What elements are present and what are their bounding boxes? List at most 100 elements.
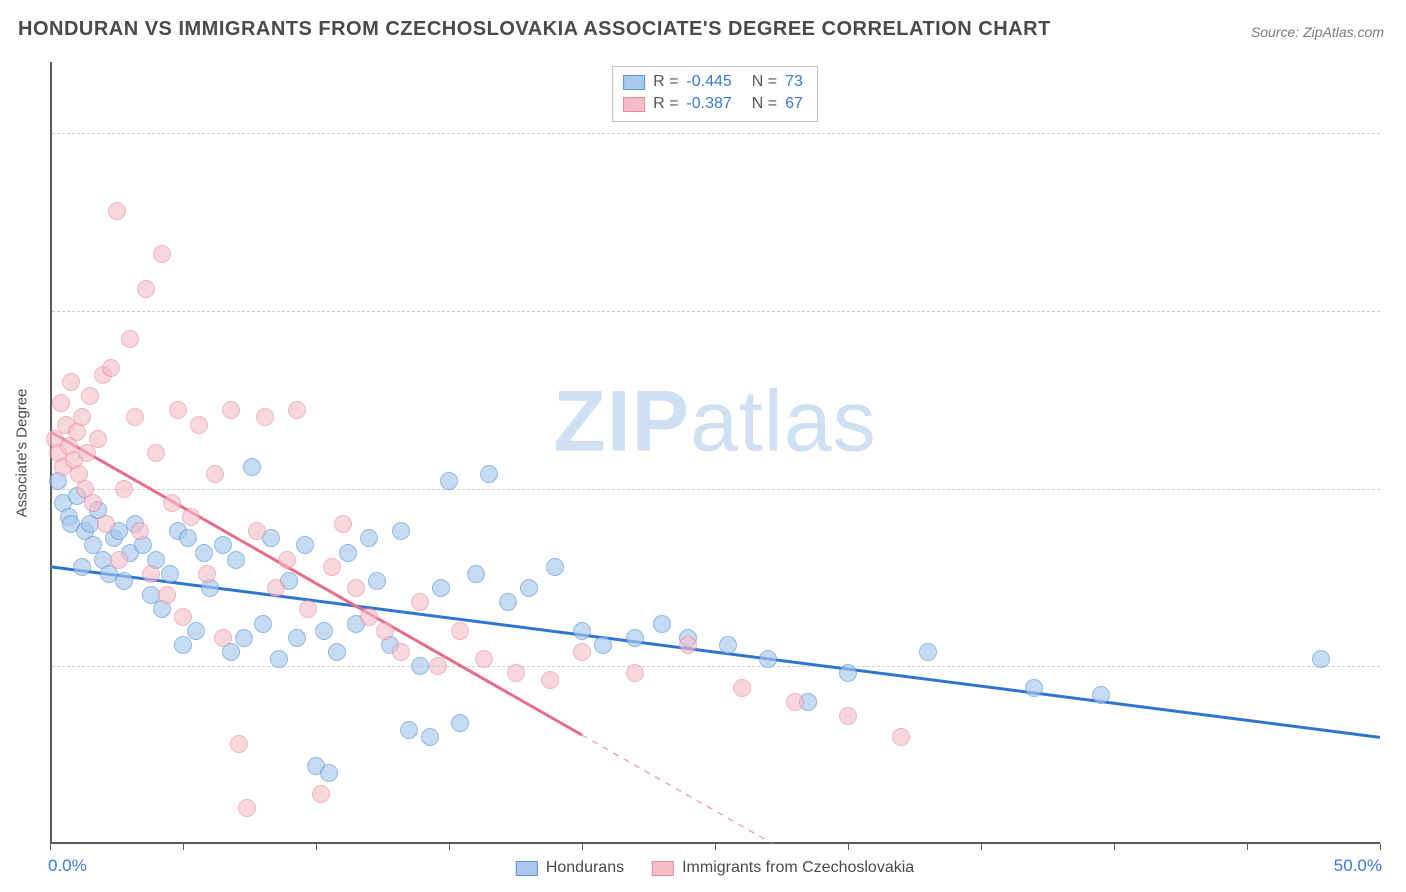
point-czech (323, 558, 341, 576)
point-honduran (546, 558, 564, 576)
point-czech (115, 480, 133, 498)
point-honduran (161, 565, 179, 583)
point-czech (97, 515, 115, 533)
trend-lines (50, 62, 1380, 844)
stats-legend-box: R = -0.445 N = 73 R = -0.387 N = 67 (612, 66, 818, 122)
point-honduran (288, 629, 306, 647)
point-honduran (440, 472, 458, 490)
point-honduran (235, 629, 253, 647)
point-czech (839, 707, 857, 725)
point-czech (89, 430, 107, 448)
point-honduran (195, 544, 213, 562)
point-honduran (368, 572, 386, 590)
point-honduran (499, 593, 517, 611)
point-honduran (360, 529, 378, 547)
r-label: R = (653, 71, 678, 93)
point-honduran (392, 522, 410, 540)
point-honduran (839, 664, 857, 682)
point-honduran (315, 622, 333, 640)
point-czech (108, 202, 126, 220)
x-tick (1247, 844, 1248, 850)
point-honduran (243, 458, 261, 476)
point-honduran (227, 551, 245, 569)
legend-item-hondurans: Hondurans (516, 859, 624, 877)
point-czech (238, 799, 256, 817)
point-czech (278, 551, 296, 569)
point-czech (573, 643, 591, 661)
source-attribution: Source: ZipAtlas.com (1251, 24, 1384, 40)
stats-row-czech: R = -0.387 N = 67 (623, 93, 803, 115)
r-value-czech: -0.387 (686, 93, 731, 115)
point-czech (626, 664, 644, 682)
point-honduran (520, 579, 538, 597)
point-czech (174, 608, 192, 626)
gridline (52, 666, 1380, 667)
point-honduran (73, 558, 91, 576)
point-honduran (411, 657, 429, 675)
point-honduran (1312, 650, 1330, 668)
scatter-plot: ZIPatlas Associate's Degree 25.0%50.0%75… (50, 62, 1380, 844)
point-czech (222, 401, 240, 419)
x-tick (1114, 844, 1115, 850)
point-honduran (1092, 686, 1110, 704)
point-czech (102, 359, 120, 377)
point-honduran (339, 544, 357, 562)
point-czech (153, 245, 171, 263)
point-honduran (719, 636, 737, 654)
series-legend: Hondurans Immigrants from Czechoslovakia (516, 859, 914, 877)
n-value-czech: 67 (785, 93, 803, 115)
x-axis-min-label: 0.0% (48, 856, 87, 876)
y-axis-label: Associate's Degree (14, 389, 31, 518)
point-czech (81, 387, 99, 405)
point-czech (182, 508, 200, 526)
legend-swatch-blue (516, 861, 538, 876)
point-czech (892, 728, 910, 746)
point-honduran (421, 728, 439, 746)
x-tick (316, 844, 317, 850)
x-tick (848, 844, 849, 850)
point-czech (347, 579, 365, 597)
point-honduran (400, 721, 418, 739)
point-czech (299, 600, 317, 618)
point-czech (392, 643, 410, 661)
point-czech (126, 408, 144, 426)
legend-label-czech: Immigrants from Czechoslovakia (682, 859, 914, 877)
point-honduran (179, 529, 197, 547)
r-value-hondurans: -0.445 (686, 71, 731, 93)
n-label: N = (752, 93, 777, 115)
point-czech (110, 551, 128, 569)
point-honduran (919, 643, 937, 661)
point-czech (334, 515, 352, 533)
point-honduran (174, 636, 192, 654)
point-czech (147, 444, 165, 462)
point-czech (62, 373, 80, 391)
x-tick (1380, 844, 1381, 850)
point-czech (411, 593, 429, 611)
x-tick (715, 844, 716, 850)
point-czech (84, 494, 102, 512)
point-honduran (254, 615, 272, 633)
point-czech (169, 401, 187, 419)
n-label: N = (752, 71, 777, 93)
point-honduran (115, 572, 133, 590)
x-tick (50, 844, 51, 850)
point-czech (312, 785, 330, 803)
point-czech (137, 280, 155, 298)
point-czech (214, 629, 232, 647)
point-czech (267, 579, 285, 597)
point-honduran (467, 565, 485, 583)
point-honduran (320, 764, 338, 782)
point-czech (475, 650, 493, 668)
point-honduran (594, 636, 612, 654)
legend-item-czech: Immigrants from Czechoslovakia (652, 859, 914, 877)
point-czech (679, 636, 697, 654)
point-honduran (187, 622, 205, 640)
r-label: R = (653, 93, 678, 115)
x-tick (582, 844, 583, 850)
point-czech (121, 330, 139, 348)
gridline (52, 133, 1380, 134)
point-czech (163, 494, 181, 512)
x-axis-max-label: 50.0% (1334, 856, 1382, 876)
point-czech (230, 735, 248, 753)
point-czech (52, 394, 70, 412)
